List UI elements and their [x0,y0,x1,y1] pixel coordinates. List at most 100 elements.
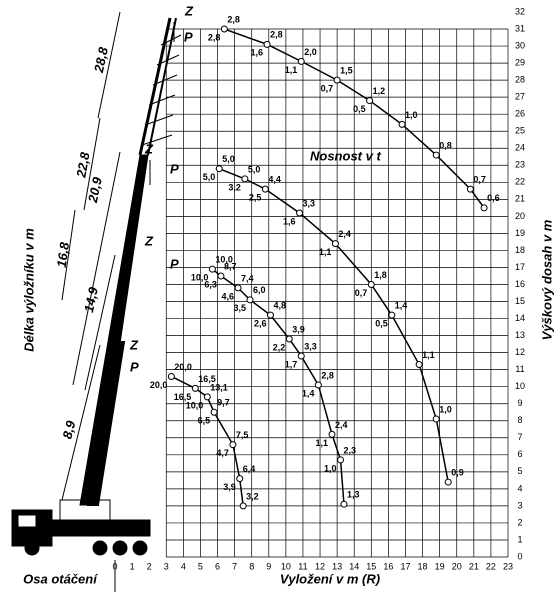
x-tick-label: 2 [147,561,152,571]
y-tick-label: 10 [515,381,525,391]
x-tick-label: 7 [232,561,237,571]
upper-label: 1,3 [347,490,360,500]
upper-label: 0,8 [439,140,452,150]
upper-label: 5,0 [248,164,261,174]
curve-tag: P [184,29,193,44]
upper-label: 0,6 [487,193,500,203]
data-point [297,57,305,65]
x-tick-label: 16 [383,561,393,571]
y-tick-label: 12 [515,347,525,357]
upper-label: 1,5 [340,66,353,76]
lower-label: 5,0 [203,172,216,182]
boom-length-label: 14,9 [81,285,101,314]
x-axis-label: Vyložení v m (R) [280,571,380,586]
upper-label: 3,9 [292,324,305,334]
data-point [167,372,175,380]
lower-label: 1,4 [302,388,315,398]
lower-label: 2,2 [273,342,286,352]
dimension-line [84,254,116,391]
data-point [217,272,225,280]
y-tick-label: 2 [517,517,522,527]
data-point [432,151,440,159]
data-point [367,281,375,288]
y-tick-label: 30 [515,40,525,50]
y-tick-label: 26 [515,109,525,119]
x-tick-label: 21 [469,561,479,571]
curve-tag: P [130,359,139,374]
data-point [331,240,339,248]
x-tick-label: 15 [366,561,376,571]
upper-label: 1,0 [439,404,452,414]
y-tick-label: 32 [515,6,525,16]
dimension-line [83,117,101,211]
x-tick-label: 23 [503,561,513,571]
x-tick-label: 9 [266,561,271,571]
x-tick-label: 8 [249,561,254,571]
curve-tag: Z [144,141,154,156]
data-point [480,204,488,212]
lower-label: 20,0 [150,380,168,390]
lower-label: 1,1 [319,247,332,257]
upper-label: 10,0 [215,255,233,265]
y-tick-label: 7 [517,432,522,442]
lower-label: 2,6 [254,319,267,329]
data-point [432,415,440,423]
data-point [220,25,228,33]
lower-label: 2,5 [249,193,262,203]
y-tick-label: 15 [515,296,525,306]
lower-label: 0,5 [375,319,388,329]
x-tick-label: 6 [215,561,220,571]
upper-label: 4,4 [268,175,281,185]
boom-dimensions [61,11,121,501]
boom-length-label: 22,8 [73,150,92,179]
wheel [92,540,108,556]
lower-label: 0,7 [321,84,334,94]
jib [147,17,177,156]
lower-label: 4,7 [216,448,229,458]
x-tick-label: 22 [486,561,496,571]
y-tick-label: 21 [515,194,525,204]
lower-label: 10,0 [186,400,204,410]
lower-label: 3,5 [233,303,246,313]
upper-label: 7,5 [236,430,249,440]
y-tick-label: 4 [517,483,522,493]
upper-label: 2,8 [321,370,334,380]
upper-label: 4,8 [273,301,286,311]
dimension-line [61,209,76,301]
data-point [208,265,216,273]
lower-label: 4,6 [222,291,235,301]
data-point [210,408,218,416]
y-tick-label: 22 [515,177,525,187]
lower-label: 2,8 [208,32,221,42]
upper-label: 6,0 [253,285,266,295]
data-point [236,475,244,483]
dimension-line [61,344,101,501]
data-point [241,175,249,183]
upper-label: 2,8 [270,30,283,40]
data-point [415,361,423,369]
x-tick-label: 3 [164,561,169,571]
upper-label: 3,3 [304,341,317,351]
curve-tag: Z [144,233,154,248]
x-tick-label: 5 [198,561,203,571]
upper-label: 20,0 [174,362,192,372]
data-point [261,185,269,193]
y-tick-label: 14 [515,313,525,323]
left-axis-label: Délka výložníku v m [21,228,36,352]
data-point [340,500,348,508]
wheel [132,540,148,556]
upper-label: 0,7 [473,175,486,185]
x-tick-label: 14 [349,561,359,571]
upper-label: 7,4 [241,273,254,283]
boom-length-label: 20,9 [85,175,105,205]
y-tick-label: 0 [517,551,522,561]
upper-label: 1,0 [405,110,418,120]
x-tick-label: 0 [112,561,117,571]
boom-length-label: 16,8 [54,241,72,269]
x-tick-label: 10 [281,561,291,571]
lower-label: 3,2 [228,182,241,192]
lower-label: 3,9 [223,482,236,492]
data-point [246,296,254,304]
data-point [444,478,452,486]
chassis [49,519,151,537]
